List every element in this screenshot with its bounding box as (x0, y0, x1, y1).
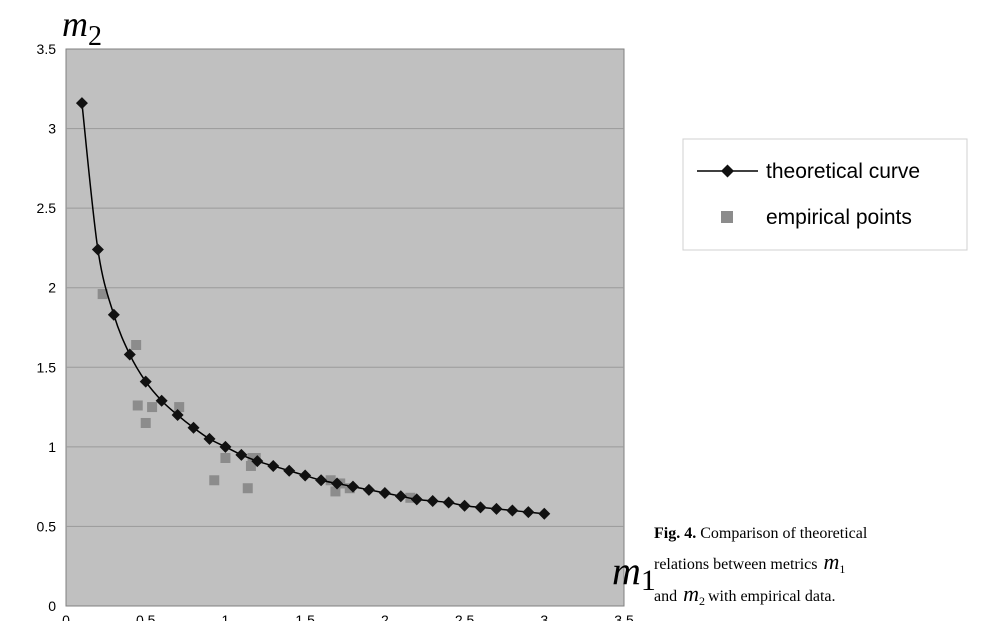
legend: theoretical curve empirical points (682, 138, 968, 251)
empirical-point (242, 483, 253, 494)
theoretical-point (490, 502, 503, 515)
theoretical-point (203, 432, 216, 445)
legend-theoretical-marker (721, 164, 734, 178)
legend-box (682, 138, 968, 251)
empirical-point (147, 402, 158, 413)
x-tick-label: 0.5 (136, 612, 156, 621)
theoretical-point (187, 421, 200, 434)
theoretical-point (538, 507, 551, 520)
y-axis-label-var: m (62, 4, 88, 44)
theoretical-point (155, 394, 168, 407)
theoretical-point (267, 459, 280, 472)
theoretical-point (283, 464, 296, 477)
empirical-point (132, 400, 143, 411)
empirical-point (140, 417, 151, 428)
theoretical-point (107, 308, 120, 321)
gridlines (66, 128, 624, 527)
y-tick-label: 1.5 (37, 359, 57, 375)
caption-var-1: m (824, 549, 840, 574)
empirical-point (220, 452, 231, 463)
y-tick-label: 2 (48, 280, 56, 296)
theoretical-point (299, 469, 312, 482)
y-axis-ticks: 0 0.5 1 1.5 2 2.5 3 3.5 (37, 41, 57, 614)
x-tick-label: 1 (222, 612, 230, 621)
caption-line3-after: with empirical data. (708, 588, 836, 605)
figure-caption: Fig. 4. Comparison of theoretical relatio… (654, 525, 868, 608)
x-tick-label: 1.5 (295, 612, 315, 621)
caption-line3-before: and (654, 588, 677, 605)
empirical-point (174, 402, 185, 413)
legend-theoretical-label: theoretical curve (766, 160, 920, 183)
empirical-point (245, 460, 256, 471)
legend-empirical-marker (721, 211, 733, 223)
y-tick-label: 2.5 (37, 200, 57, 216)
y-tick-label: 3 (48, 121, 56, 137)
caption-sub-2: 2 (699, 594, 705, 608)
theoretical-point (251, 455, 264, 468)
y-axis-label-sub: 2 (88, 21, 102, 52)
x-tick-label: 0 (62, 612, 70, 621)
y-tick-label: 0 (48, 598, 56, 614)
theoretical-point (123, 348, 136, 361)
caption-sub-1: 1 (839, 562, 845, 576)
theoretical-point (458, 499, 471, 512)
theoretical-point (362, 483, 375, 496)
empirical-point (131, 340, 142, 351)
empirical-point (97, 289, 108, 300)
theoretical-point (506, 504, 519, 517)
empirical-point (209, 475, 220, 486)
x-tick-label: 3 (540, 612, 548, 621)
theoretical-point (378, 487, 391, 500)
x-tick-label: 2.5 (455, 612, 475, 621)
x-axis-label: m1 (612, 548, 656, 597)
series-layer (75, 97, 551, 520)
theoretical-point (474, 501, 487, 514)
x-axis-label-sub: 1 (641, 564, 656, 597)
theoretical-point (410, 493, 423, 506)
y-tick-label: 3.5 (37, 41, 57, 57)
caption-line-1: Fig. 4. Comparison of theoretical (654, 525, 868, 542)
legend-empirical-label: empirical points (766, 206, 912, 229)
theoretical-point (346, 480, 359, 493)
caption-line-3: and m2 with empirical data. (654, 581, 836, 608)
caption-line1-text: Comparison of theoretical (700, 525, 868, 542)
theoretical-point (522, 506, 535, 519)
caption-var-2: m (683, 581, 699, 606)
empirical-point (325, 475, 336, 486)
plot-area (65, 48, 625, 607)
theoretical-point (139, 375, 152, 388)
theoretical-point (331, 477, 344, 490)
y-axis-label: m2 (62, 4, 102, 52)
theoretical-point (91, 243, 104, 256)
theoretical-point (394, 490, 407, 503)
theoretical-point (426, 494, 439, 507)
y-tick-label: 1 (48, 439, 56, 455)
x-axis-ticks: 0 0.5 1 1.5 2 2.5 3 3.5 (62, 612, 634, 621)
x-axis-label-var: m (612, 548, 641, 593)
x-tick-label: 2 (381, 612, 389, 621)
x-tick-label: 3.5 (614, 612, 634, 621)
theoretical-point (442, 496, 455, 509)
theoretical-point (235, 448, 248, 461)
caption-line-2: relations between metrics m1 (654, 549, 845, 576)
theoretical-point (171, 409, 184, 422)
empirical-point (330, 486, 341, 497)
theoretical-point (219, 440, 232, 453)
caption-line2-text: relations between metrics (654, 556, 818, 573)
caption-label: Fig. 4. (654, 525, 696, 542)
y-tick-label: 0.5 (37, 518, 57, 534)
theoretical-point (315, 474, 328, 487)
theoretical-point (75, 97, 88, 110)
